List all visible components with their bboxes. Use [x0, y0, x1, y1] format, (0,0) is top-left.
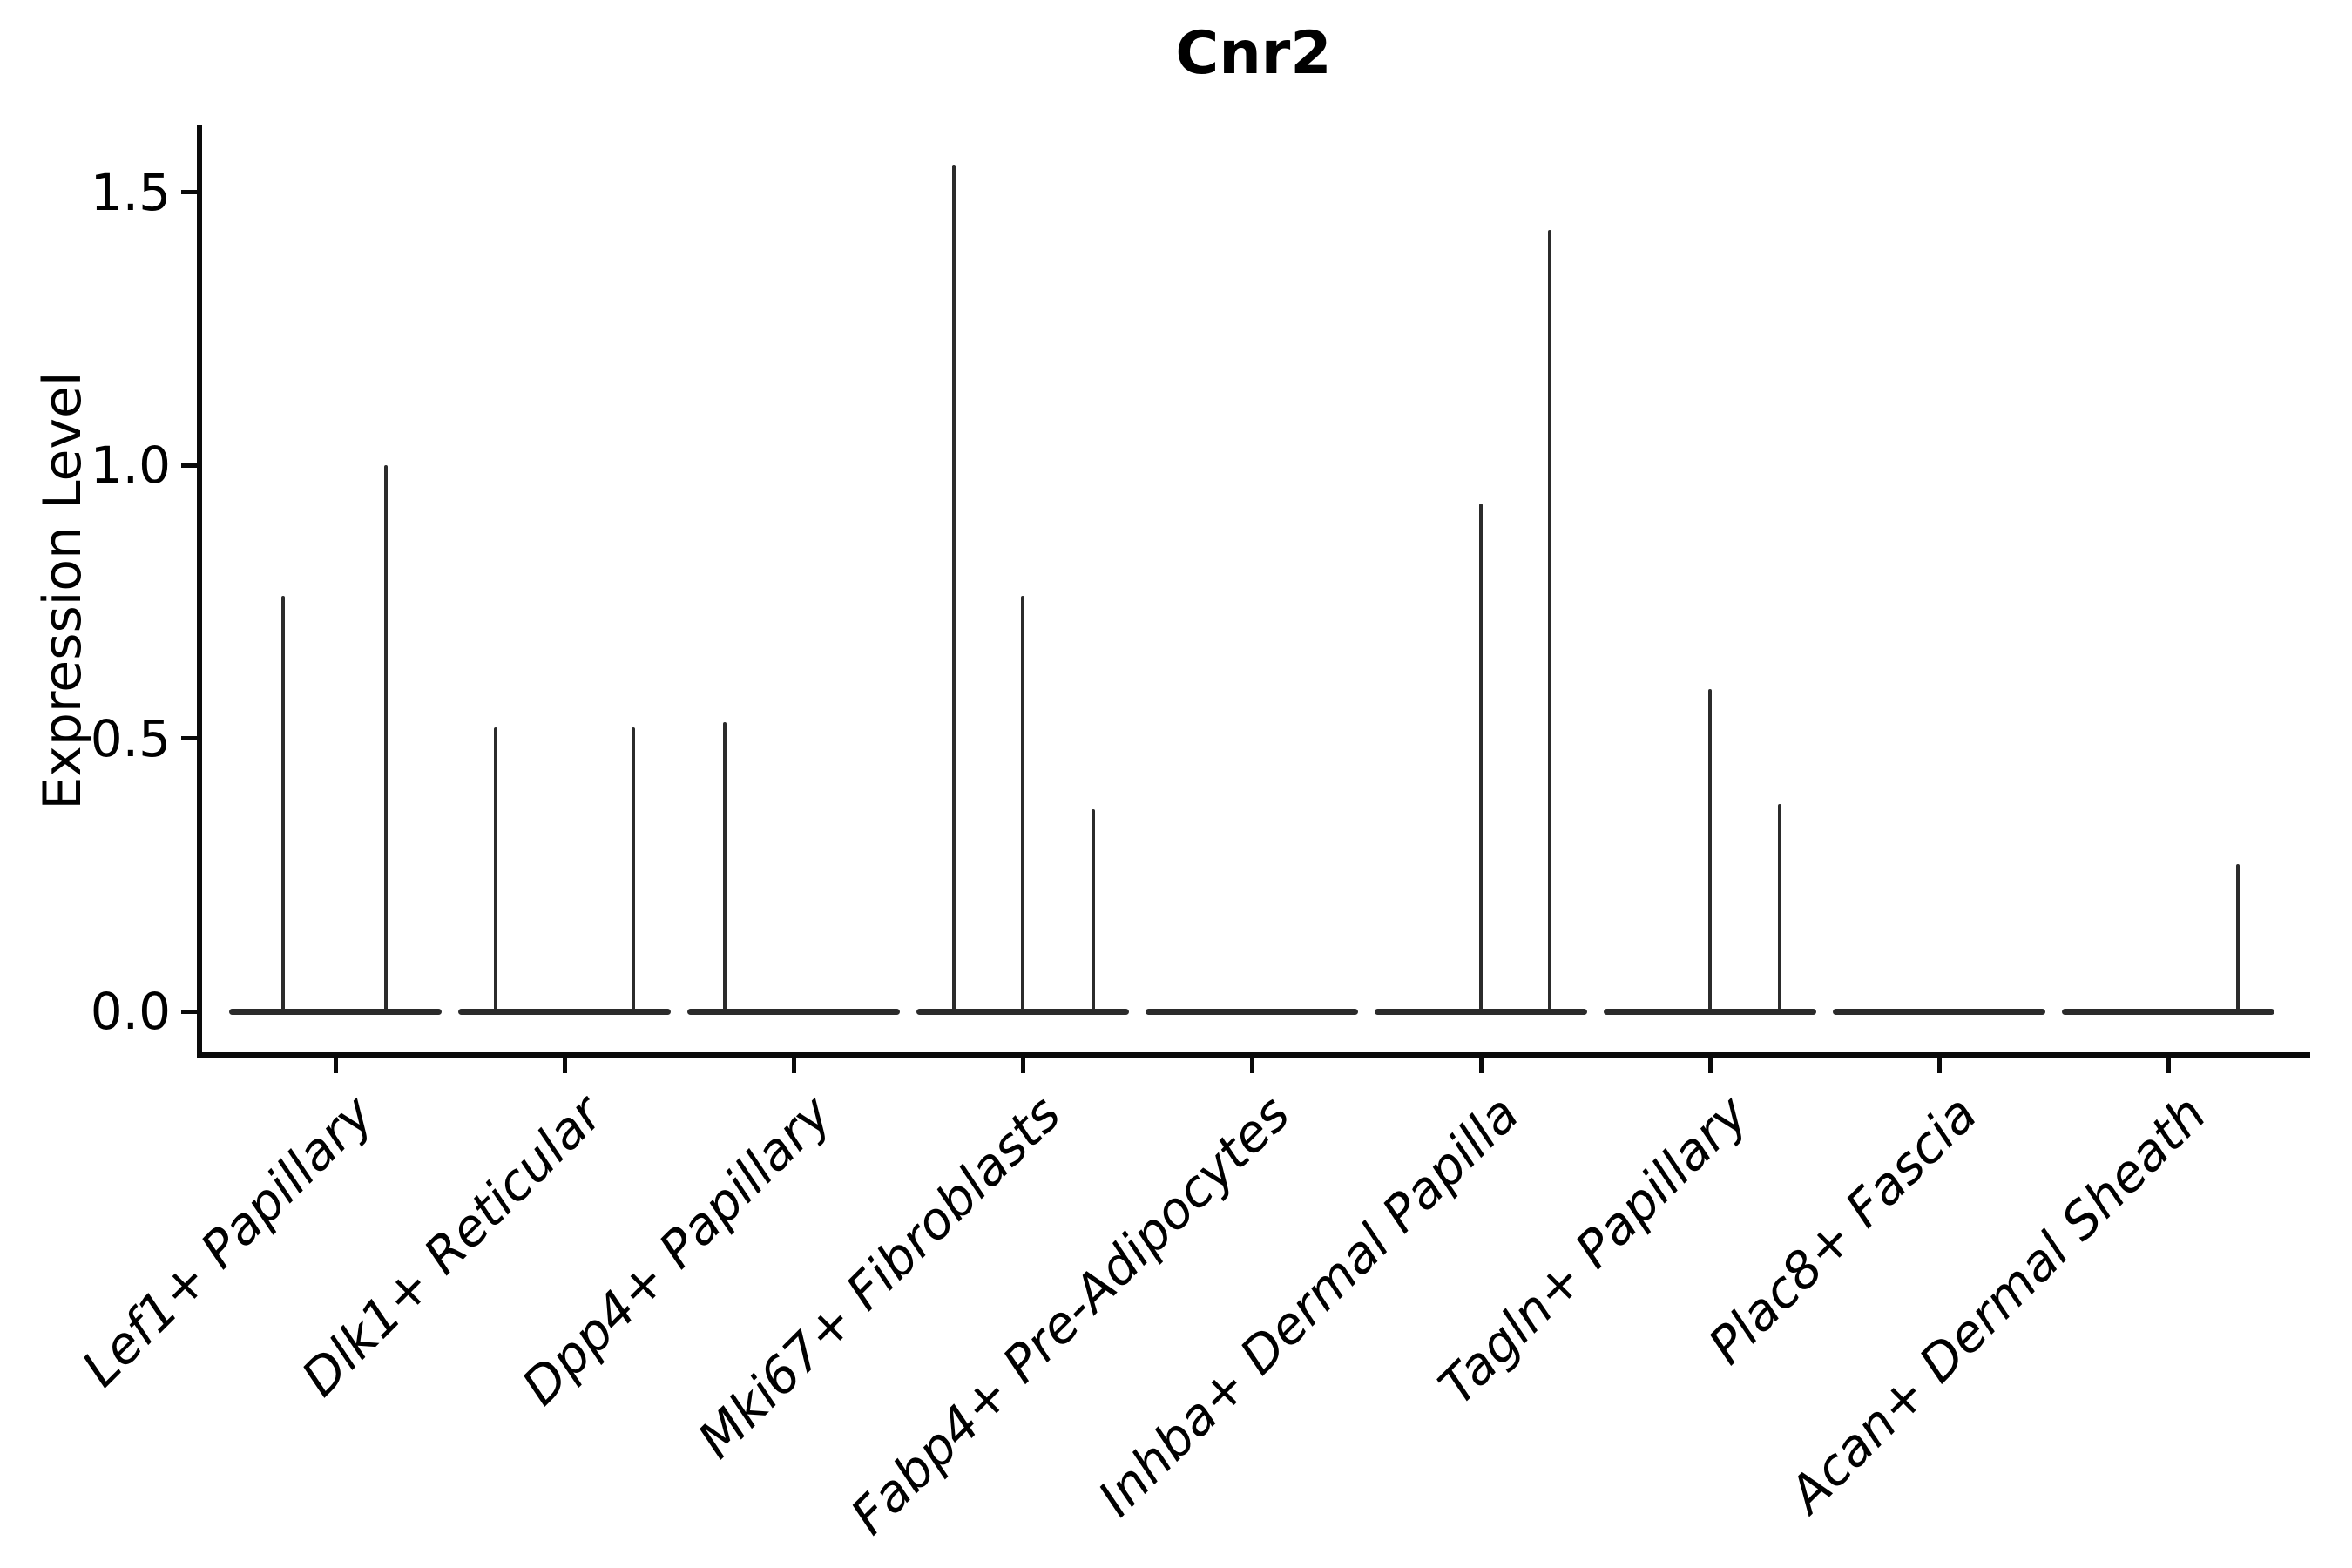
violin-baseline [1375, 1009, 1587, 1015]
violin-spike [281, 596, 285, 1011]
x-tick [1478, 1058, 1484, 1073]
violin-baseline [1146, 1009, 1358, 1015]
y-tick [181, 190, 197, 194]
y-tick-label: 1.0 [90, 436, 171, 495]
x-axis-spine [197, 1052, 2310, 1058]
y-tick [181, 736, 197, 740]
x-tick [1707, 1058, 1713, 1073]
violin-spike [632, 727, 635, 1011]
violin-spike [1092, 809, 1095, 1011]
violin-baseline [2062, 1009, 2274, 1015]
violin-spike [1778, 803, 1781, 1011]
violin-baseline [1833, 1009, 2045, 1015]
x-tick [1020, 1058, 1025, 1073]
y-tick-label: 0.5 [90, 708, 171, 768]
violin-baseline [229, 1009, 442, 1015]
x-tick-label: Acan+ Dermal Sheath [1777, 1084, 2218, 1524]
y-axis-spine [197, 125, 202, 1058]
y-tick [181, 1009, 197, 1014]
violin-spike [1479, 503, 1483, 1011]
x-tick [791, 1058, 796, 1073]
x-tick [562, 1058, 567, 1073]
violin-baseline [916, 1009, 1129, 1015]
violin-spike [384, 465, 388, 1011]
violin-spike [1708, 689, 1712, 1011]
x-tick-label: Inhba+ Dermal Papilla [1086, 1084, 1531, 1528]
x-tick [2166, 1058, 2171, 1073]
violin-baseline [458, 1009, 671, 1015]
x-tick-label: Fabp4+ Pre-Adipocytes [839, 1084, 1301, 1546]
y-tick [181, 463, 197, 468]
y-tick-label: 1.5 [90, 162, 171, 222]
x-tick [333, 1058, 338, 1073]
violin-spike [494, 727, 497, 1011]
violin-spike [723, 721, 727, 1011]
violin-spike [2236, 863, 2240, 1011]
y-tick-label: 0.0 [90, 982, 171, 1041]
violin-spike [1548, 230, 1551, 1011]
violin-spike [952, 165, 956, 1011]
violin-spike [1021, 596, 1024, 1011]
chart-title: Cnr2 [1175, 19, 1332, 88]
violin-baseline [687, 1009, 900, 1015]
violin-baseline [1604, 1009, 1816, 1015]
x-tick [1249, 1058, 1254, 1073]
x-tick [1936, 1058, 1942, 1073]
